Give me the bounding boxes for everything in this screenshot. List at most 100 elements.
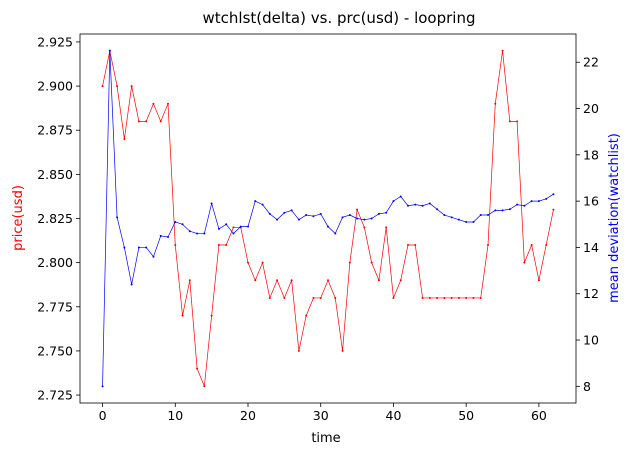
data-point-price — [399, 279, 402, 282]
data-point-watchlist — [348, 214, 351, 217]
x-tick-label: 10 — [167, 408, 183, 423]
y-right-tick-label: 10 — [583, 333, 599, 348]
data-point-watchlist — [145, 246, 148, 249]
data-point-watchlist — [319, 212, 322, 215]
x-tick-label: 60 — [531, 408, 547, 423]
y-right-tick-label: 14 — [583, 240, 599, 255]
data-point-price — [137, 120, 140, 123]
data-point-price — [261, 261, 264, 264]
data-point-watchlist — [290, 209, 293, 212]
data-point-price — [327, 279, 329, 282]
data-point-price — [254, 279, 257, 282]
x-axis-label: time — [311, 431, 340, 446]
data-point-price — [523, 261, 526, 264]
data-point-price — [319, 296, 322, 299]
data-point-watchlist — [334, 232, 337, 235]
data-point-price — [377, 279, 380, 282]
data-point-price — [196, 367, 199, 370]
y-right-tick-label: 22 — [583, 55, 599, 70]
data-point-watchlist — [268, 212, 271, 215]
x-tick-label: 20 — [240, 408, 256, 423]
data-point-watchlist — [130, 283, 133, 286]
data-point-watchlist — [363, 218, 366, 221]
data-point-watchlist — [421, 204, 424, 207]
data-point-price — [530, 243, 533, 246]
data-point-watchlist — [217, 227, 220, 230]
data-point-price — [414, 243, 417, 246]
data-point-price — [232, 226, 235, 229]
series-line-price — [102, 50, 554, 387]
data-point-watchlist — [465, 220, 468, 223]
data-point-price — [370, 261, 373, 264]
data-point-watchlist — [327, 225, 329, 228]
y-axis-left-label: price(usd) — [11, 185, 26, 251]
data-point-price — [181, 314, 184, 317]
data-point-watchlist — [188, 230, 191, 233]
data-point-price — [356, 208, 359, 211]
data-point-watchlist — [247, 225, 249, 228]
data-point-price — [508, 120, 511, 123]
data-point-price — [494, 102, 497, 105]
data-point-price — [472, 296, 475, 299]
data-point-price — [334, 296, 337, 299]
y-left-tick-label: 2.725 — [37, 388, 73, 403]
data-point-price — [501, 49, 504, 52]
data-point-price — [297, 349, 300, 352]
data-point-price — [341, 349, 344, 352]
y-left-tick-label: 2.925 — [37, 34, 73, 49]
y-left-tick-label: 2.900 — [37, 79, 73, 94]
data-point-watchlist — [443, 214, 446, 217]
data-point-price — [421, 296, 424, 299]
y-right-tick-label: 16 — [583, 194, 599, 209]
data-point-price — [283, 296, 286, 299]
data-point-watchlist — [508, 208, 511, 211]
x-tick-label: 30 — [313, 408, 329, 423]
data-point-watchlist — [167, 236, 169, 239]
data-point-price — [145, 120, 148, 123]
data-point-price — [167, 102, 169, 105]
data-point-price — [457, 296, 460, 299]
data-point-watchlist — [181, 223, 184, 226]
data-point-watchlist — [494, 209, 497, 212]
data-point-price — [130, 85, 133, 88]
data-point-watchlist — [254, 200, 257, 203]
data-point-watchlist — [341, 216, 344, 219]
data-point-watchlist — [392, 200, 395, 203]
data-point-watchlist — [414, 203, 417, 206]
y-left-tick-label: 2.800 — [37, 255, 73, 270]
data-point-watchlist — [545, 197, 548, 200]
data-point-price — [537, 279, 540, 282]
y-axis-right-label: mean deviation(watchlist) — [607, 133, 622, 303]
data-point-watchlist — [261, 203, 264, 206]
data-point-watchlist — [552, 193, 555, 196]
data-point-watchlist — [203, 232, 206, 235]
x-tick-label: 50 — [458, 408, 474, 423]
data-point-price — [116, 85, 119, 88]
data-point-price — [407, 243, 409, 246]
data-point-watchlist — [101, 385, 104, 388]
data-point-price — [516, 120, 519, 123]
data-point-price — [487, 243, 489, 246]
x-tick-label: 0 — [99, 408, 107, 423]
data-point-price — [247, 261, 249, 264]
data-point-watchlist — [370, 217, 373, 220]
data-point-watchlist — [312, 215, 315, 218]
data-point-price — [348, 261, 351, 264]
data-point-watchlist — [501, 209, 504, 212]
data-point-price — [443, 296, 446, 299]
data-point-watchlist — [137, 246, 140, 249]
data-point-price — [210, 314, 213, 317]
data-point-watchlist — [239, 225, 242, 228]
data-point-watchlist — [283, 211, 286, 214]
data-point-price — [465, 296, 468, 299]
data-point-watchlist — [530, 200, 533, 203]
data-point-price — [101, 85, 104, 88]
data-point-watchlist — [152, 255, 155, 258]
data-point-watchlist — [450, 216, 453, 219]
data-point-watchlist — [436, 208, 439, 211]
data-point-watchlist — [159, 234, 162, 237]
y-left-tick-label: 2.775 — [37, 299, 73, 314]
y-left-tick-label: 2.875 — [37, 123, 73, 138]
data-point-watchlist — [123, 246, 126, 249]
